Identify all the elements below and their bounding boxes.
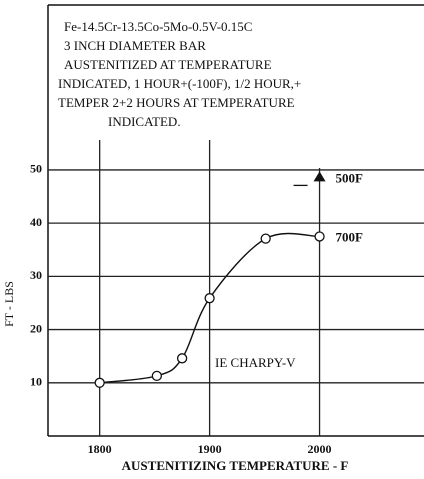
series-label: 500F xyxy=(336,170,364,185)
marker xyxy=(151,370,162,382)
marker xyxy=(176,353,188,364)
marker xyxy=(313,171,326,182)
x-tick-label: 2000 xyxy=(308,442,332,456)
note: IE CHARPY-V xyxy=(215,355,296,370)
y-tick-label: 50 xyxy=(30,162,42,176)
annotation: INDICATED. xyxy=(108,114,181,129)
annotation-bg xyxy=(52,96,418,113)
x-tick-label: 1800 xyxy=(88,442,112,456)
annotation: 3 INCH DIAMETER BAR xyxy=(64,38,206,53)
marker xyxy=(314,231,325,242)
x-tick-label: 1900 xyxy=(198,442,222,456)
annotation: AUSTENITIZED AT TEMPERATURE xyxy=(64,57,272,72)
marker xyxy=(94,377,105,388)
annotation-bg xyxy=(52,39,418,56)
annotation: Fe-14.5Cr-13.5Co-5Mo-0.5V-0.15C xyxy=(64,19,252,34)
y-tick-label: 30 xyxy=(30,268,42,282)
y-axis-label: FT - LBS xyxy=(2,281,16,327)
marker xyxy=(260,233,271,244)
annotation-bg xyxy=(52,115,418,132)
annotation-bg xyxy=(52,58,418,75)
y-tick-label: 20 xyxy=(30,321,42,335)
series-label: 700F xyxy=(336,229,364,244)
annotation-bg xyxy=(52,77,418,94)
annotation-bg xyxy=(52,20,418,37)
x-axis-label: AUSTENITIZING TEMPERATURE - F xyxy=(122,458,349,473)
marker xyxy=(204,293,215,304)
y-tick-label: 10 xyxy=(30,375,42,389)
annotation: TEMPER 2+2 HOURS AT TEMPERATURE xyxy=(58,95,295,110)
annotation: INDICATED, 1 HOUR+(-100F), 1/2 HOUR,+ xyxy=(58,76,301,91)
y-tick-label: 40 xyxy=(30,215,42,229)
